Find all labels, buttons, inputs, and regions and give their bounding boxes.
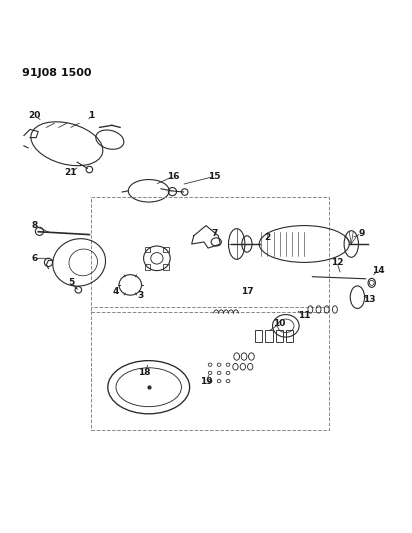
Text: 12: 12 xyxy=(331,258,343,267)
Bar xyxy=(91,308,329,430)
Text: 3: 3 xyxy=(137,290,144,300)
Bar xyxy=(276,330,283,342)
Text: 17: 17 xyxy=(241,287,253,296)
Bar xyxy=(265,330,273,342)
Text: 20: 20 xyxy=(28,110,40,119)
Bar xyxy=(163,264,169,270)
Text: 91J08 1500: 91J08 1500 xyxy=(22,68,91,78)
Text: 9: 9 xyxy=(358,229,365,238)
Bar xyxy=(255,330,262,342)
Text: 19: 19 xyxy=(200,377,212,385)
Bar xyxy=(163,247,169,253)
Text: 10: 10 xyxy=(274,319,286,328)
Text: 13: 13 xyxy=(363,295,376,304)
Text: 18: 18 xyxy=(138,368,151,377)
Bar xyxy=(91,197,329,311)
Text: 4: 4 xyxy=(113,287,119,296)
Text: 16: 16 xyxy=(167,172,180,181)
Text: 14: 14 xyxy=(372,266,384,275)
Text: 7: 7 xyxy=(211,229,218,238)
Text: 15: 15 xyxy=(208,172,220,181)
Bar xyxy=(145,247,150,253)
Text: 8: 8 xyxy=(31,221,37,230)
Text: 5: 5 xyxy=(68,278,74,287)
Text: 11: 11 xyxy=(298,311,311,320)
Text: 6: 6 xyxy=(31,254,37,263)
Bar xyxy=(145,264,150,270)
Text: 1: 1 xyxy=(88,110,94,119)
Text: 2: 2 xyxy=(264,233,271,243)
Text: 21: 21 xyxy=(65,168,77,177)
Bar xyxy=(286,330,293,342)
